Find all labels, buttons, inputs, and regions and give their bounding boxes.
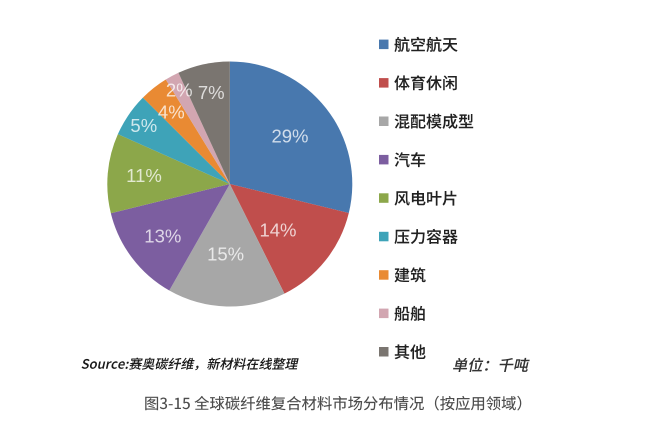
svg-text:7%: 7% <box>198 82 225 103</box>
svg-text:13%: 13% <box>144 226 181 247</box>
svg-text:2%: 2% <box>166 80 193 101</box>
svg-text:14%: 14% <box>259 220 296 241</box>
svg-text:4%: 4% <box>158 101 185 122</box>
svg-text:5%: 5% <box>130 115 157 136</box>
svg-text:11%: 11% <box>126 165 162 186</box>
svg-text:15%: 15% <box>207 244 244 265</box>
svg-text:29%: 29% <box>271 126 308 147</box>
